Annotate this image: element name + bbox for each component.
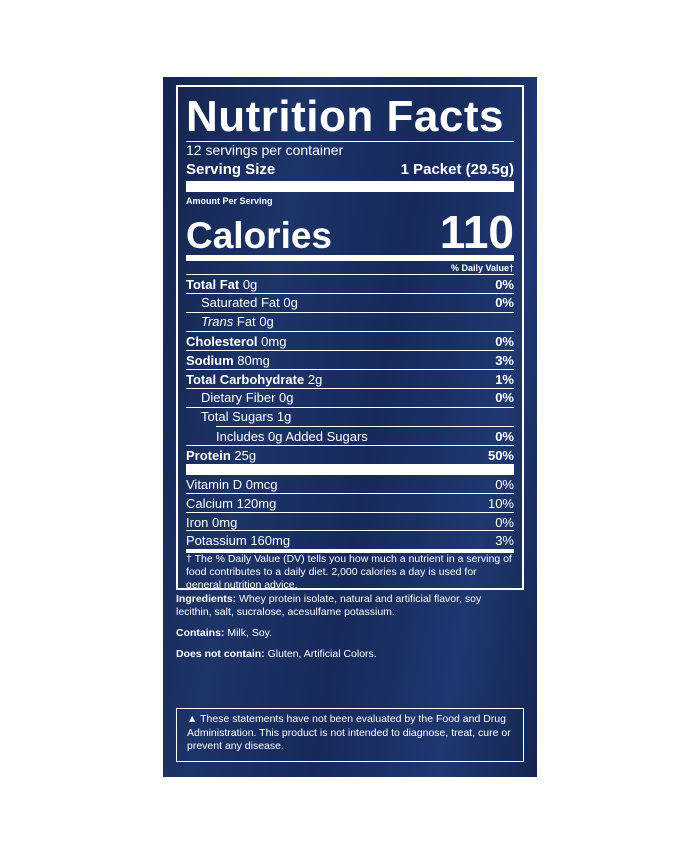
thick-rule: [186, 464, 514, 475]
nutrient-name: Trans: [201, 314, 234, 329]
does-not-contain-label: Does not contain:: [176, 648, 265, 660]
ingredients-text: Whey protein isolate, natural and artifi…: [176, 593, 482, 618]
serving-size-value: 1 Packet (29.5g): [400, 161, 514, 178]
servings: 12 servings per container: [186, 142, 344, 158]
nutrient-name: Sodium: [186, 352, 234, 368]
nutrient-row: Trans Fat 0g: [186, 312, 514, 330]
vitamin-name: Iron: [186, 514, 209, 530]
contains-text: Milk, Soy.: [227, 627, 273, 639]
serving-size-label: Serving Size: [186, 161, 276, 178]
medium-rule: [186, 255, 514, 261]
vitamin-name: Potassium: [186, 532, 247, 548]
nutrient-row: Saturated Fat 0g 0%: [186, 293, 514, 311]
does-not-contain-text: Gluten, Artificial Colors.: [267, 648, 377, 660]
vitamin-dv: 0%: [495, 514, 514, 530]
nutrient-dv: 0%: [495, 333, 514, 349]
nutrient-row: Dietary Fiber 0g 0%: [186, 388, 514, 406]
contains-label: Contains:: [176, 627, 225, 639]
ingredients: Ingredients: Whey protein isolate, natur…: [176, 593, 516, 619]
nutrient-name: Total Sugars: [201, 409, 274, 424]
nutrient-dv: 3%: [495, 352, 514, 368]
vitamin-row: Potassium 160mg 3%: [186, 530, 514, 549]
vitamin-amount: 160mg: [250, 532, 291, 548]
nutrient-name: Includes 0g Added Sugars: [216, 428, 368, 444]
nutrient-name: Cholesterol: [186, 333, 258, 349]
nutrient-dv: 50%: [487, 447, 514, 463]
nutrient-name: Total Carbohydrate: [186, 371, 305, 387]
nutrient-amount: 0g: [259, 314, 274, 329]
vitamin-amount: 0mcg: [245, 476, 278, 492]
nutrient-amount: 25g: [234, 447, 257, 463]
nutrient-name: Saturated Fat: [201, 295, 280, 310]
nutrient-amount: 1g: [276, 409, 292, 424]
serving-size: Serving Size 1 Packet (29.5g): [186, 161, 514, 178]
vitamin-amount: 0mg: [212, 514, 238, 530]
title: Nutrition Facts: [186, 92, 504, 141]
vitamin-name: Vitamin D: [186, 476, 243, 492]
vitamin-dv: 3%: [495, 532, 514, 548]
vitamin-dv: 10%: [487, 495, 514, 511]
nutrient-name: Fat: [236, 314, 256, 329]
rule: [186, 141, 514, 142]
nutrient-name: Dietary Fiber: [201, 390, 276, 405]
does-not-contain: Does not contain: Gluten, Artificial Col…: [176, 648, 516, 661]
nutrient-row: Includes 0g Added Sugars 0%: [216, 426, 514, 445]
vitamin-row: Calcium 120mg 10%: [186, 493, 514, 512]
nutrient-amount: 80mg: [237, 352, 270, 368]
vitamin-row: Iron 0mg 0%: [186, 512, 514, 531]
nutrient-amount: 0g: [242, 276, 258, 292]
nutrient-amount: 0mg: [261, 333, 287, 349]
nutrient-row: Cholesterol 0mg 0%: [186, 331, 514, 350]
medium-rule: [186, 549, 514, 553]
disclaimer: ▲ These statements have not been evaluat…: [176, 708, 524, 762]
vitamin-name: Calcium: [186, 495, 233, 511]
panel: Nutrition Facts 12 servings per containe…: [163, 77, 537, 777]
nutrient-name: Total Fat: [186, 276, 240, 292]
nutrient-dv: 0%: [495, 390, 514, 405]
calories: Calories 110: [186, 205, 514, 259]
nutrient-amount: 2g: [307, 371, 323, 387]
calories-value: 110: [439, 206, 514, 258]
nutrient-row: Total Sugars 1g: [186, 407, 514, 425]
nutrient-row: Total Carbohydrate 2g 1%: [186, 369, 514, 388]
nutrient-amount: 0g: [279, 390, 294, 405]
nutrient-row: Protein 25g 50%: [186, 445, 514, 464]
vitamin-dv: 0%: [495, 476, 514, 492]
vitamin-amount: 120mg: [236, 495, 277, 511]
nutrient-dv: 0%: [495, 428, 514, 444]
nutrient-dv: 0%: [495, 295, 514, 310]
thick-rule: [186, 181, 514, 192]
nutrition-label: Nutrition Facts 12 servings per containe…: [176, 85, 524, 591]
contains: Contains: Milk, Soy.: [176, 627, 516, 640]
nutrient-name: Protein: [186, 447, 231, 463]
nutrient-dv: 1%: [495, 371, 514, 387]
ingredients-label: Ingredients:: [176, 593, 237, 605]
vitamin-row: Vitamin D 0mcg 0%: [186, 475, 514, 493]
nutrient-dv: 0%: [495, 276, 514, 292]
nutrient-row: Sodium 80mg 3%: [186, 350, 514, 369]
daily-value-header: % Daily Value†: [450, 263, 514, 273]
footnote: † The % Daily Value (DV) tells you how m…: [186, 553, 512, 591]
amount-per-serving: Amount Per Serving: [186, 196, 273, 206]
calories-label: Calories: [186, 215, 333, 256]
nutrient-amount: 0g: [283, 295, 298, 310]
nutrient-row: Total Fat 0g 0%: [186, 274, 514, 293]
